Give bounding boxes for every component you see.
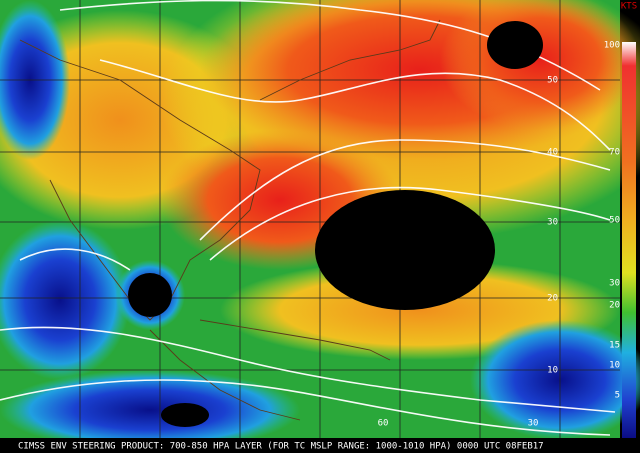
colorbar-label: 20 [609,301,620,311]
latitude-label: 40 [547,148,558,158]
colorbar-label: 70 [609,148,620,158]
colorbar-label: 30 [609,279,620,289]
lat-lon-grid [0,0,620,438]
colorbar-label: 5 [615,391,620,401]
colorbar-label: 100 [604,41,620,51]
latitude-label: 10 [547,366,558,376]
colorbar-label: 50 [609,216,620,226]
streamlines [0,0,616,436]
latitude-label: 20 [547,294,558,304]
latitude-label: 30 [547,218,558,228]
longitude-label: 30 [528,419,539,429]
colorbar-label: 10 [609,361,620,371]
latitude-label: 50 [547,76,558,86]
footer-bar [0,438,640,453]
coastlines [19,19,441,421]
footer-caption: CIMSS ENV STEERING PRODUCT: 700-850 HPA … [18,442,544,452]
colorbar-label: 15 [609,341,620,351]
colorbar [622,42,636,440]
colorbar-unit: KTS [621,2,637,12]
longitude-label: 60 [378,419,389,429]
